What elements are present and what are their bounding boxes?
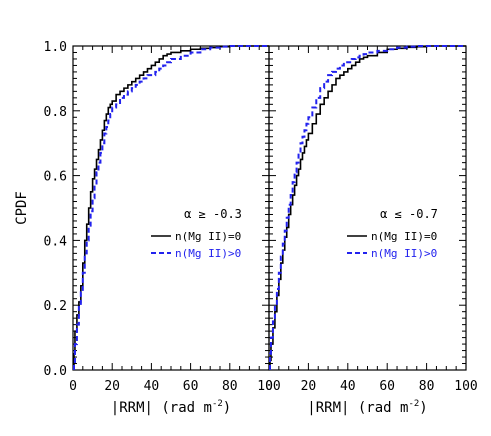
panel-2: 0 20 40 60 80 100 |RRM| (rad m-2) α ≤ -0.7 n(Mg … — [265, 45, 478, 416]
x-tick-label: 60 — [183, 379, 199, 394]
x-tick-label: 100 — [257, 379, 280, 394]
series-line-nmgii-0 — [73, 45, 269, 370]
y-tick-label: 1.0 — [44, 40, 67, 55]
alpha-annotation: α ≥ -0.3 — [184, 207, 242, 221]
legend-label: n(Mg II)>0 — [175, 247, 241, 260]
x-tick-label: 60 — [379, 379, 395, 394]
series-line-nmgii-gt0 — [72, 45, 269, 370]
series-line-nmgii-gt0 — [268, 45, 466, 370]
x-tick-label: 40 — [340, 379, 356, 394]
x-axis-label: |RRM| (rad m-2) — [111, 399, 231, 416]
alpha-annotation: α ≤ -0.7 — [380, 207, 438, 221]
panel-1: 0 20 40 60 80 100 0.0 0.2 0.4 0.6 0.8 1.0 |RRM| (rad… — [44, 40, 281, 416]
x-axis-label: |RRM| (rad m-2) — [307, 399, 427, 416]
panels: 0 20 40 60 80 100 0.0 0.2 0.4 0.6 0.8 1.0 |RRM| (rad… — [44, 40, 478, 416]
series-line-nmgii-0 — [269, 45, 466, 370]
x-tick-label: 80 — [419, 379, 435, 394]
x-tick-label: 20 — [301, 379, 317, 394]
x-tick-label: 0 — [69, 379, 77, 394]
y-tick-label: 0.8 — [44, 105, 67, 120]
y-tick-label: 0.2 — [44, 299, 67, 314]
y-tick-label: 0.0 — [44, 364, 67, 379]
legend-label: n(Mg II)=0 — [175, 230, 241, 243]
legend-label: n(Mg II)>0 — [371, 247, 437, 260]
y-axis-label: CPDF — [14, 191, 30, 225]
x-tick-label: 20 — [104, 379, 120, 394]
x-tick-label: 80 — [222, 379, 238, 394]
legend-label: n(Mg II)=0 — [371, 230, 437, 243]
y-tick-label: 0.6 — [44, 170, 67, 185]
x-tick-label: 40 — [144, 379, 160, 394]
x-tick-label: 0 — [265, 379, 273, 394]
y-tick-label: 0.4 — [44, 234, 68, 249]
x-tick-label: 100 — [454, 379, 477, 394]
